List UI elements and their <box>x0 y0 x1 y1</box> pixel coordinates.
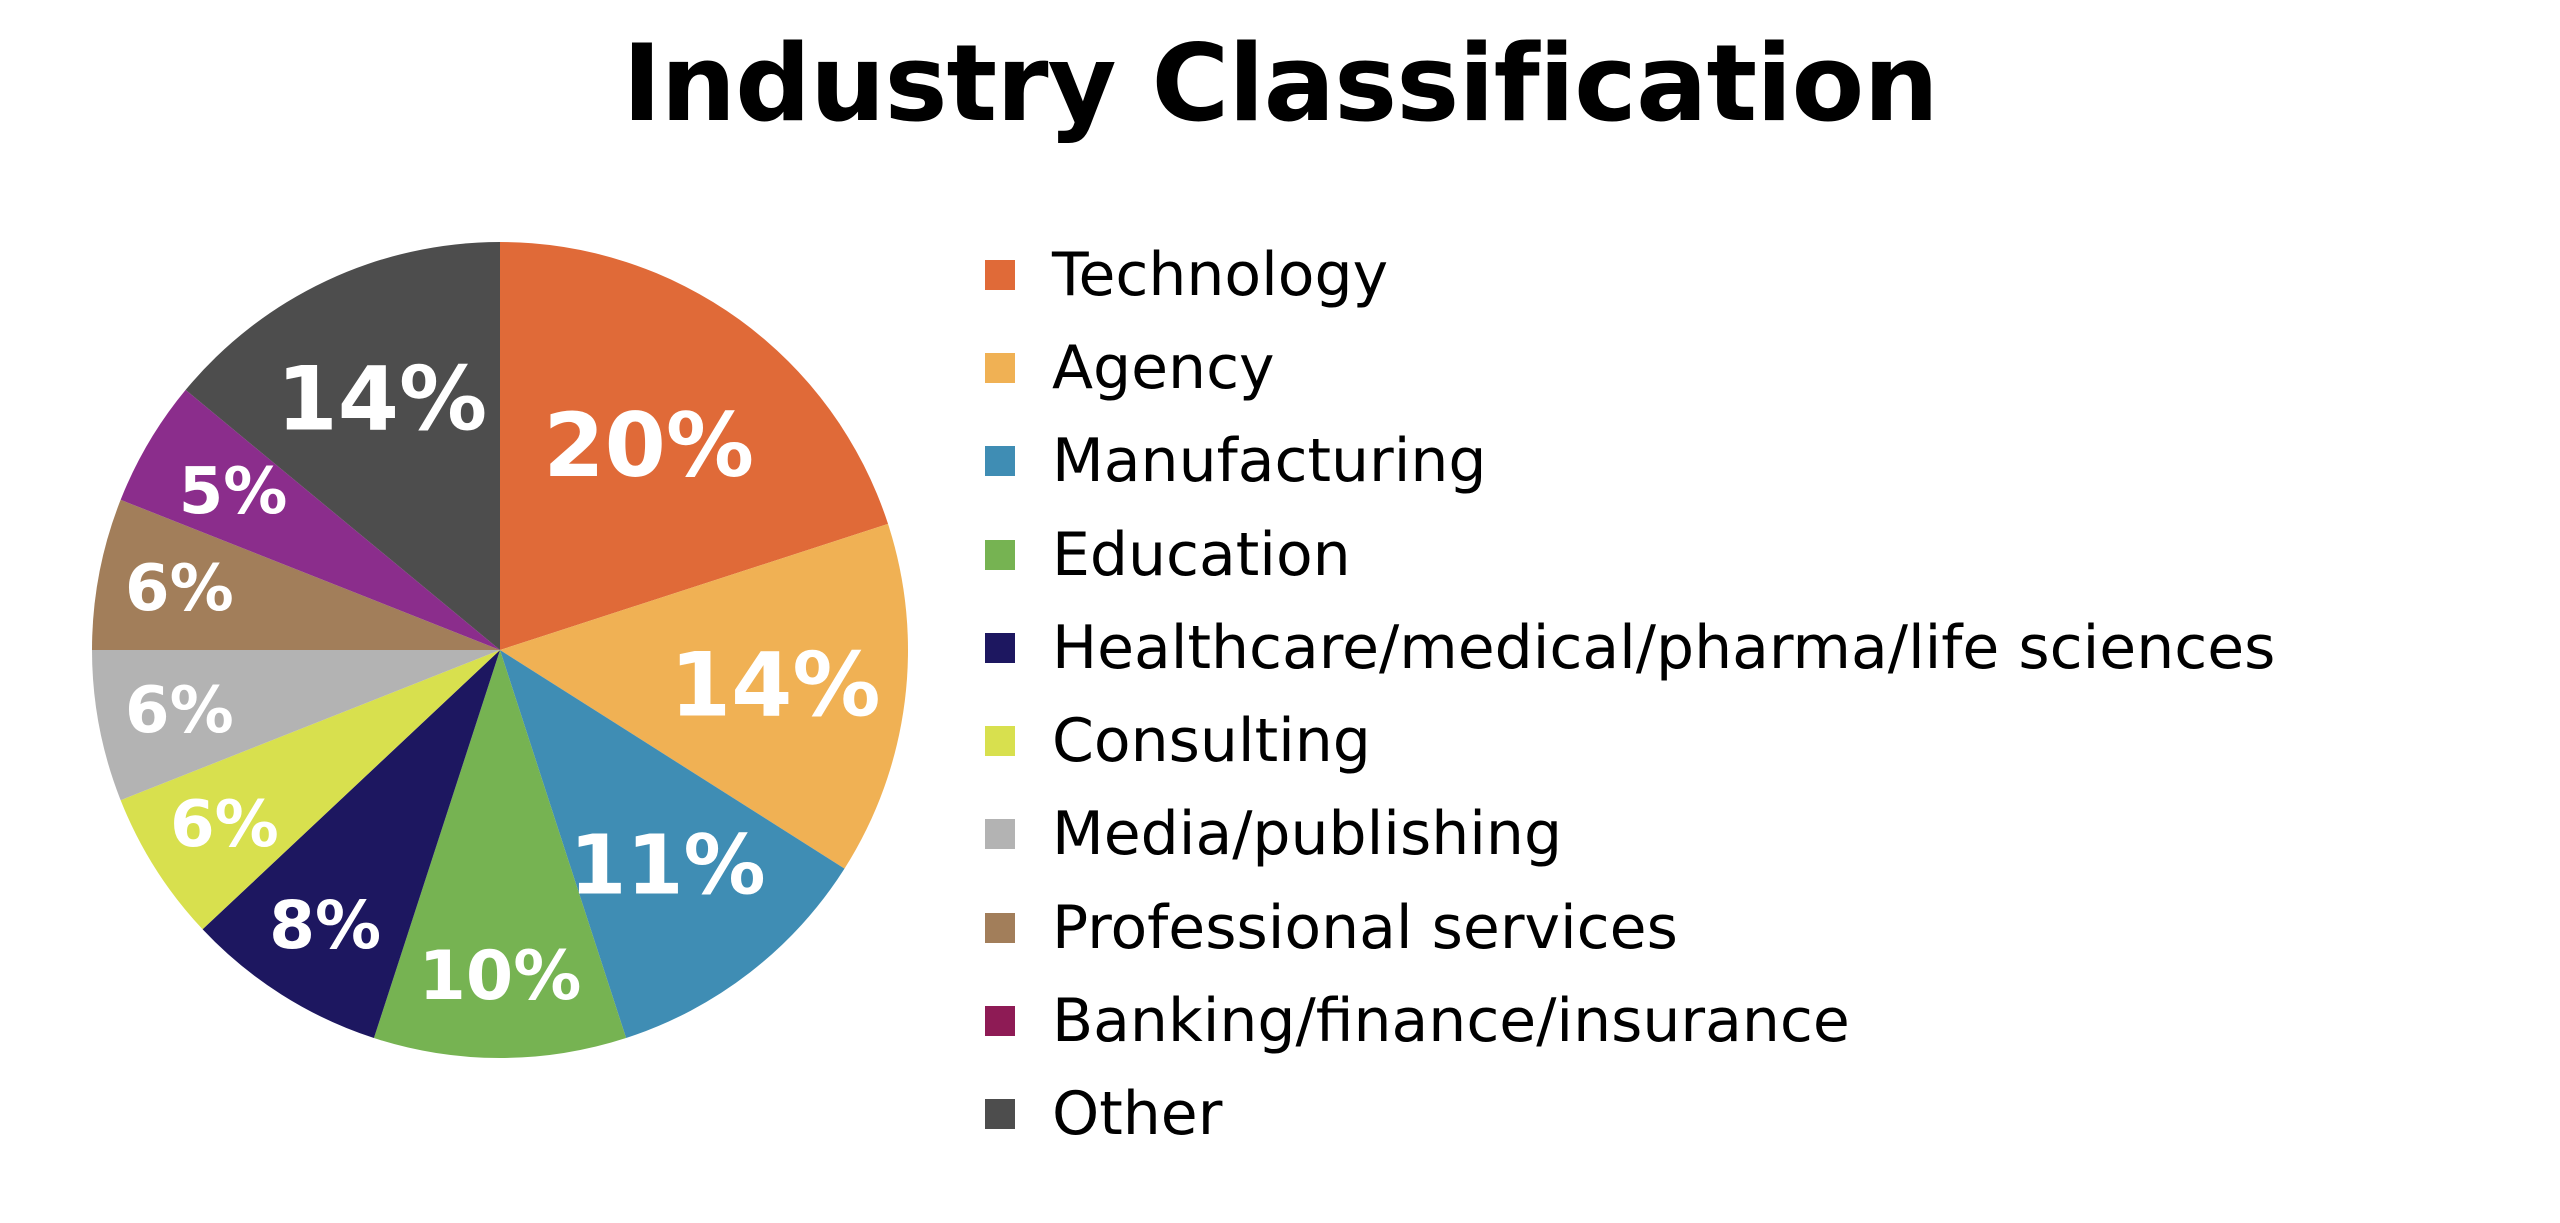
legend-item: Agency <box>985 321 2275 414</box>
chart-title: Industry Classification <box>622 22 1939 145</box>
pie-slice-media-publishing <box>92 650 500 801</box>
legend-label: Education <box>1052 519 1351 590</box>
pie-slice-value-label: 5% <box>179 455 288 529</box>
pie-slice-professional-services <box>92 499 500 650</box>
pie-slice-value-label: 20% <box>543 394 754 497</box>
legend-label: Healthcare/medical/pharma/life sciences <box>1052 612 2276 683</box>
pie-slice-technology <box>500 242 889 650</box>
legend-label: Professional services <box>1052 892 1678 963</box>
pie-labels: 20%14%11%10%8%6%6%6%5%14% <box>125 347 881 1015</box>
pie-slice-other <box>185 242 500 650</box>
legend-label: Other <box>1052 1079 1223 1150</box>
legend-item: Professional services <box>985 881 2275 974</box>
pie-slice-value-label: 14% <box>277 347 488 450</box>
legend-swatch <box>985 632 1015 663</box>
legend-swatch <box>985 1006 1015 1037</box>
legend: Technology Agency Manufacturing Education He… <box>985 228 2275 1161</box>
legend-item: Consulting <box>985 694 2275 787</box>
pie-slice-agency <box>500 523 909 869</box>
pie-slice-education <box>373 650 627 1058</box>
legend-swatch <box>985 352 1015 383</box>
legend-swatch <box>985 819 1015 850</box>
pie-slice-value-label: 11% <box>569 819 765 914</box>
legend-label: Technology <box>1052 239 1389 310</box>
legend-item: Education <box>985 508 2275 601</box>
pie-slice-value-label: 6% <box>125 674 234 748</box>
pie-slice-value-label: 10% <box>419 937 582 1016</box>
legend-swatch <box>985 539 1015 570</box>
legend-item: Other <box>985 1068 2275 1161</box>
legend-item: Healthcare/medical/pharma/life sciences <box>985 601 2275 694</box>
legend-item: Banking/finance/insurance <box>985 974 2275 1067</box>
pie-slice-value-label: 6% <box>170 788 279 862</box>
pie-slices <box>92 242 909 1058</box>
legend-swatch <box>985 259 1015 290</box>
pie-slice-manufacturing <box>500 650 845 1039</box>
legend-item: Media/publishing <box>985 788 2275 881</box>
legend-swatch <box>985 726 1015 757</box>
pie-slice-value-label: 8% <box>269 887 381 964</box>
legend-swatch <box>985 446 1015 477</box>
pie-slice-value-label: 6% <box>125 552 234 626</box>
legend-label: Consulting <box>1052 706 1371 777</box>
legend-item: Manufacturing <box>985 415 2275 508</box>
pie-slice-value-label: 14% <box>670 633 881 736</box>
legend-label: Banking/finance/insurance <box>1052 986 1850 1057</box>
legend-item: Technology <box>985 228 2275 321</box>
pie-slice-banking-finance-insurance <box>120 389 501 650</box>
pie-slice-consulting <box>120 650 501 930</box>
pie-slice-healthcare-medical-pharma-life-sciences <box>202 650 500 1039</box>
legend-label: Agency <box>1052 332 1275 403</box>
legend-label: Media/publishing <box>1052 799 1563 870</box>
legend-swatch <box>985 1099 1015 1130</box>
legend-swatch <box>985 912 1015 943</box>
legend-label: Manufacturing <box>1052 426 1487 497</box>
